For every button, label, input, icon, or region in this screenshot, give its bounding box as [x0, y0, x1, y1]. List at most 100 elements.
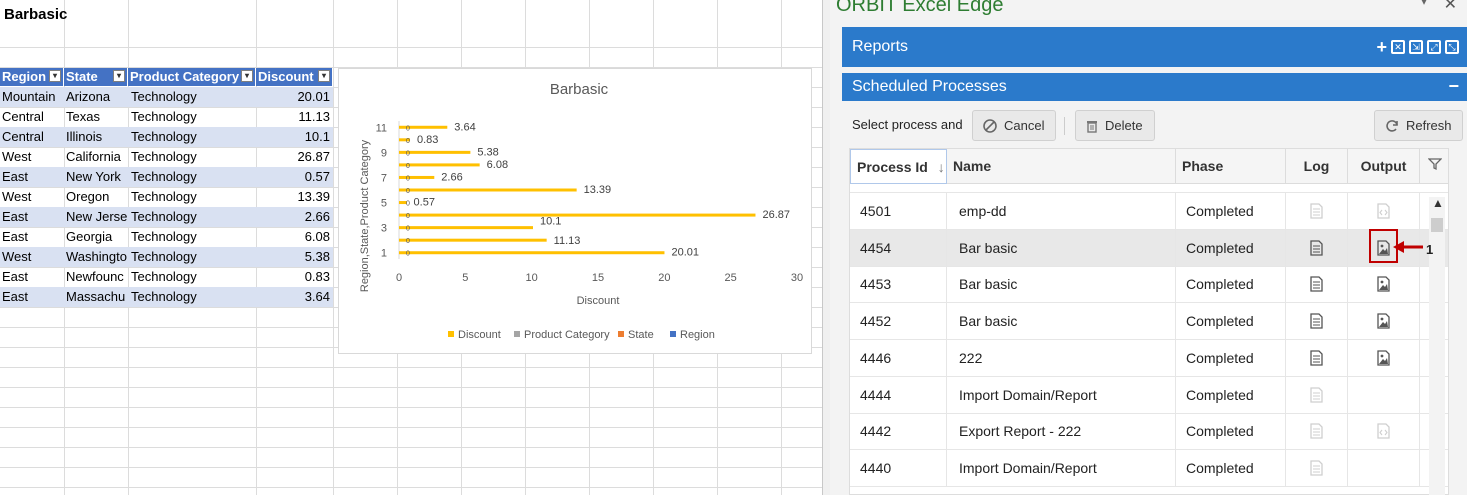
filter-dropdown-icon[interactable]: ▾ [318, 70, 330, 82]
cell-discount[interactable]: 11.13 [298, 109, 330, 124]
table-row[interactable]: East Massachu Technology 3.64 [0, 287, 333, 307]
column-header-process-id[interactable]: Process Id ↓ [850, 149, 947, 184]
pane-menu-icon[interactable]: ▾ [1420, 0, 1427, 8]
log-document-icon[interactable] [1286, 229, 1348, 266]
reports-section-header[interactable]: Reports + ✕ ⇲ ⤢ ⤡ [842, 27, 1467, 67]
table-row[interactable]: West California Technology 26.87 [0, 147, 333, 167]
table-row[interactable]: East Newfounc Technology 0.83 [0, 267, 333, 287]
cell-state[interactable]: Newfounc [66, 269, 124, 284]
refresh-button[interactable]: Refresh [1374, 110, 1463, 141]
cell-state[interactable]: Illinois [66, 129, 103, 144]
cell-region[interactable]: West [2, 249, 32, 264]
cell-product-category[interactable]: Technology [131, 229, 197, 244]
cell-state[interactable]: Washingto [66, 249, 127, 264]
delete-button[interactable]: Delete [1075, 110, 1155, 141]
cell-region[interactable]: East [2, 289, 29, 304]
process-row[interactable]: 4452 Bar basic Completed [850, 303, 1448, 341]
cell-product-category[interactable]: Technology [131, 149, 197, 164]
table-row[interactable]: West Oregon Technology 13.39 [0, 187, 333, 207]
table-row[interactable]: East New Jerse Technology 2.66 [0, 207, 333, 227]
column-header-name[interactable]: Name [947, 149, 1176, 184]
cell-product-category[interactable]: Technology [131, 189, 197, 204]
pane-splitter[interactable] [822, 0, 831, 495]
expand-all-icon[interactable]: ⇲ [1409, 40, 1423, 54]
log-document-icon[interactable] [1286, 266, 1348, 303]
cell-discount[interactable]: 26.87 [297, 149, 330, 164]
cell-product-category[interactable]: Technology [131, 289, 197, 304]
table-row[interactable]: Central Illinois Technology 10.1 [0, 127, 333, 147]
cell-region[interactable]: East [2, 169, 29, 184]
cell-state[interactable]: Oregon [66, 189, 110, 204]
process-row[interactable]: 4442 Export Report - 222 Completed [850, 413, 1448, 451]
scrollbar-thumb[interactable] [1431, 218, 1443, 232]
shrink-icon[interactable]: ⤡ [1445, 40, 1459, 54]
filter-dropdown-icon[interactable]: ▾ [113, 70, 125, 82]
sheet-title[interactable]: Barbasic [4, 6, 68, 23]
add-report-icon[interactable]: + [1376, 37, 1387, 57]
cell-product-category[interactable]: Technology [131, 89, 197, 104]
cell-discount[interactable]: 5.38 [304, 249, 330, 264]
bar-chart[interactable]: Barbasic Region,State,Product Category D… [338, 68, 812, 354]
column-header-product-category[interactable]: Product Category ▾ [128, 68, 256, 86]
cell-state[interactable]: Massachu [66, 289, 126, 304]
process-row[interactable]: 4501 emp-dd Completed [850, 193, 1448, 230]
log-document-icon[interactable] [1286, 303, 1348, 340]
clear-filter-icon[interactable] [1420, 149, 1448, 184]
cell-discount[interactable]: 0.57 [304, 169, 330, 184]
cell-state[interactable]: New Jerse [66, 209, 127, 224]
cancel-button[interactable]: Cancel [972, 110, 1056, 141]
cell-product-category[interactable]: Technology [131, 169, 197, 184]
cell-discount[interactable]: 20.01 [297, 89, 330, 104]
output-image-icon[interactable] [1348, 266, 1420, 303]
filter-dropdown-icon[interactable]: ▾ [241, 70, 253, 82]
cell-discount[interactable]: 3.64 [304, 289, 330, 304]
column-header-region[interactable]: Region ▾ [0, 68, 64, 86]
grid-scrollbar[interactable] [1429, 197, 1445, 495]
pane-close-icon[interactable]: ✕ [1443, 0, 1457, 13]
cell-region[interactable]: East [2, 209, 29, 224]
cell-discount[interactable]: 13.39 [297, 189, 330, 204]
table-row[interactable]: Central Texas Technology 11.13 [0, 107, 333, 127]
process-row[interactable]: 4440 Import Domain/Report Completed [850, 449, 1448, 487]
cell-state[interactable]: Georgia [66, 229, 113, 244]
cell-region[interactable]: West [2, 189, 32, 204]
cell-region[interactable]: West [2, 149, 32, 164]
column-header-output[interactable]: Output [1348, 149, 1420, 184]
sort-descending-icon[interactable]: ↓ [937, 159, 945, 175]
scroll-up-icon[interactable]: ▲ [1432, 196, 1444, 210]
log-document-icon[interactable] [1286, 339, 1348, 376]
table-row[interactable]: West Washingto Technology 5.38 [0, 247, 333, 267]
filter-dropdown-icon[interactable]: ▾ [49, 70, 61, 82]
cell-product-category[interactable]: Technology [131, 129, 197, 144]
process-row[interactable]: 4444 Import Domain/Report Completed [850, 376, 1448, 414]
column-header-log[interactable]: Log [1286, 149, 1348, 184]
cell-region[interactable]: East [2, 229, 29, 244]
table-row[interactable]: Mountain Arizona Technology 20.01 [0, 87, 333, 107]
cell-state[interactable]: Arizona [66, 89, 111, 104]
table-row[interactable]: East Georgia Technology 6.08 [0, 227, 333, 247]
cell-product-category[interactable]: Technology [131, 109, 197, 124]
cell-discount[interactable]: 2.66 [304, 209, 330, 224]
table-row[interactable]: East New York Technology 0.57 [0, 167, 333, 187]
cell-discount[interactable]: 6.08 [304, 229, 330, 244]
cell-state[interactable]: Texas [66, 109, 100, 124]
output-image-icon[interactable] [1348, 303, 1420, 340]
output-image-icon[interactable] [1348, 339, 1420, 376]
column-header-discount[interactable]: Discount ▾ [256, 68, 333, 86]
cell-discount[interactable]: 0.83 [304, 269, 330, 284]
cell-state[interactable]: California [66, 149, 121, 164]
column-header-state[interactable]: State ▾ [64, 68, 128, 86]
cell-region[interactable]: East [2, 269, 29, 284]
cell-state[interactable]: New York [66, 169, 121, 184]
collapse-all-icon[interactable]: ✕ [1391, 40, 1405, 54]
cell-region[interactable]: Central [2, 129, 44, 144]
scheduled-processes-header[interactable]: Scheduled Processes − [842, 73, 1467, 101]
cell-product-category[interactable]: Technology [131, 269, 197, 284]
cell-discount[interactable]: 10.1 [304, 129, 330, 144]
column-header-phase[interactable]: Phase [1176, 149, 1286, 184]
process-row[interactable]: 4454 Bar basic Completed [850, 229, 1448, 267]
fullscreen-icon[interactable]: ⤢ [1427, 40, 1441, 54]
cell-product-category[interactable]: Technology [131, 249, 197, 264]
process-row[interactable]: 4453 Bar basic Completed [850, 266, 1448, 304]
process-row[interactable]: 4446 222 Completed [850, 339, 1448, 377]
